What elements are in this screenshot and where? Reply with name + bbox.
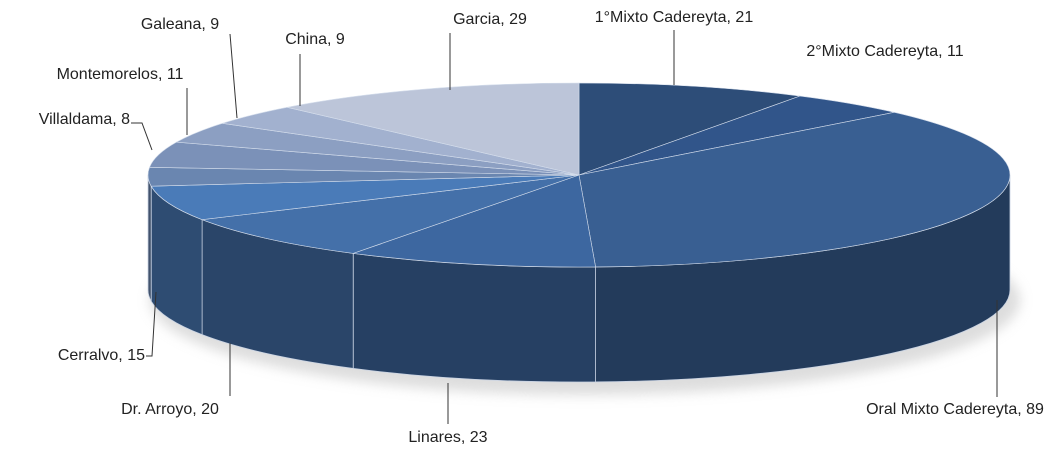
data-label: Garcia, 29 [453, 11, 527, 28]
leader-line [229, 33, 238, 119]
slice [578, 82, 801, 176]
data-label: 2°Mixto Cadereyta, 11 [806, 43, 963, 60]
data-label: Oral Mixto Cadereyta, 89 [866, 401, 1044, 418]
data-label: 1°Mixto Cadereyta, 21 [595, 9, 754, 26]
data-label: Linares, 23 [408, 429, 487, 446]
leader-line [146, 291, 157, 357]
slice [202, 174, 580, 254]
slice [578, 111, 1011, 268]
data-label: Villaldama, 8 [39, 111, 130, 128]
slice [287, 82, 580, 176]
slice-side [352, 252, 596, 383]
leader-line [131, 122, 153, 151]
data-label: Montemorelos, 11 [57, 66, 184, 83]
data-label: Galeana, 9 [141, 16, 219, 33]
slice [150, 174, 580, 220]
data-label: Cerralvo, 15 [58, 347, 145, 364]
data-label: China, 9 [285, 31, 345, 48]
slice [353, 174, 596, 268]
data-label: Dr. Arroyo, 20 [121, 401, 219, 418]
slice-side [147, 174, 152, 303]
